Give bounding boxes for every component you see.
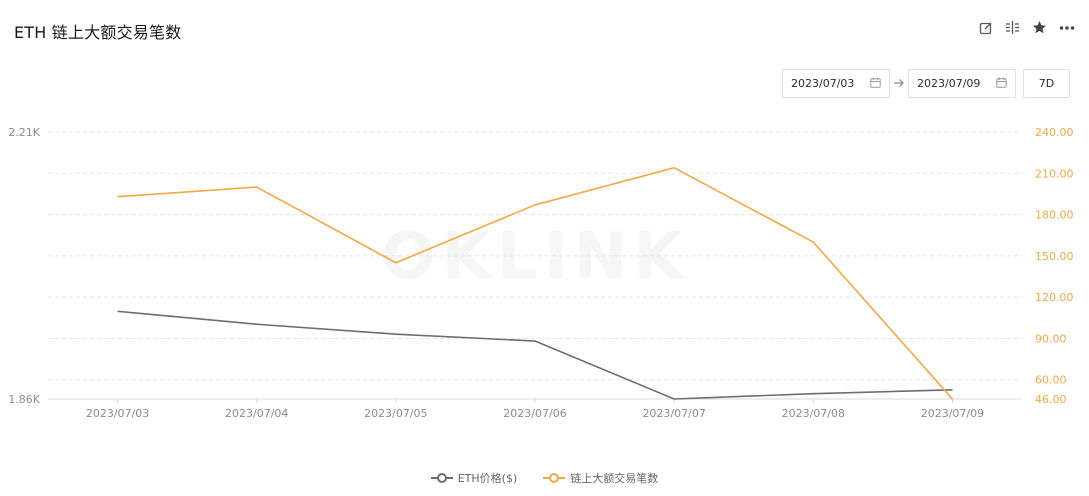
y-left-tick-label: 2.21K [8, 126, 40, 139]
legend-marker [543, 473, 566, 483]
start-date-value: 2023/07/03 [791, 77, 855, 90]
calendar-icon [870, 77, 881, 91]
y-left-tick-label: 1.86K [8, 393, 40, 406]
x-tick-label: 2023/07/03 [86, 407, 149, 420]
y-right-tick-label: 180.00 [1035, 209, 1074, 222]
x-tick-label: 2023/07/04 [225, 407, 288, 420]
y-right-tick-label: 210.00 [1035, 167, 1074, 180]
series-line-eth-price [117, 310, 953, 400]
x-tick-label: 2023/07/09 [921, 407, 984, 420]
end-date-value: 2023/07/09 [917, 77, 981, 90]
x-tick-label: 2023/07/08 [782, 407, 845, 420]
star-icon[interactable] [1031, 19, 1048, 36]
y-right-tick-label: 46.00 [1035, 393, 1067, 406]
chart-legend: ETH价格($) 链上大额交易笔数 [0, 470, 1089, 486]
chart-toolbar [977, 19, 1075, 36]
date-range-picker: 2023/07/03 2023/07/09 [782, 69, 1016, 98]
y-right-tick-label: 240.00 [1035, 126, 1074, 139]
legend-label: ETH价格($) [457, 472, 518, 485]
range-7d-button[interactable]: 7D [1023, 69, 1070, 98]
x-tick-label: 2023/07/06 [503, 407, 566, 420]
series-line-large-tx-count [117, 166, 954, 400]
legend-label: 链上大额交易笔数 [570, 472, 659, 485]
y-right-tick-label: 90.00 [1035, 332, 1067, 345]
x-tick-label: 2023/07/07 [642, 407, 705, 420]
legend-item[interactable]: ETH价格($) [430, 470, 518, 486]
more-icon[interactable] [1058, 19, 1075, 36]
end-date-input[interactable]: 2023/07/09 [908, 69, 1016, 98]
x-tick-label: 2023/07/05 [364, 407, 427, 420]
calendar-icon [996, 77, 1007, 91]
watermark-text: OKLINK [381, 220, 689, 294]
line-chart: OKLINK 2023/07/03 2023/07/04 2023/07/05 2023… [8, 126, 1074, 420]
y-right-tick-label: 120.00 [1035, 291, 1074, 304]
chart-title: ETH 链上大额交易笔数 [14, 23, 182, 42]
legend-item[interactable]: 链上大额交易笔数 [543, 470, 658, 486]
edit-icon[interactable] [977, 19, 994, 36]
arrow-right-icon [890, 77, 908, 91]
y-right-tick-label: 150.00 [1035, 250, 1074, 263]
y-right-tick-label: 60.00 [1035, 374, 1067, 387]
legend-marker [430, 473, 453, 483]
split-icon[interactable] [1004, 19, 1021, 36]
start-date-input[interactable]: 2023/07/03 [782, 69, 890, 98]
